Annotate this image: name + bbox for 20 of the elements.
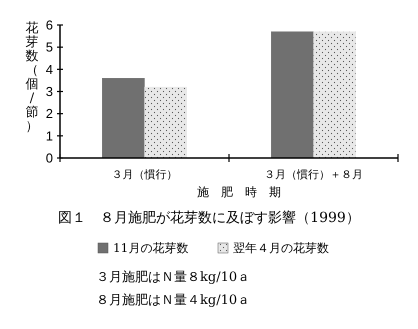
y-tick-label: 3	[46, 84, 53, 100]
legend-label: 翌年４月の花芽数	[233, 241, 329, 255]
y-tick-label: 0	[46, 150, 53, 166]
x-axis-title: 施 肥 時 期	[197, 185, 281, 199]
bar	[102, 78, 145, 158]
y-tick-label: 1	[46, 128, 53, 144]
x-tick-label: ３月（慣行）	[112, 168, 178, 181]
text: ３月施肥はＮ量８kg/10ａ	[96, 270, 250, 285]
y-tick-label: 5	[46, 40, 53, 55]
legend-label: 11月の花芽数	[113, 241, 188, 255]
y-tick-label: 6	[46, 18, 53, 33]
bar	[271, 31, 314, 158]
bar	[144, 86, 187, 158]
y-tick-label: 2	[46, 106, 53, 122]
text: ８月施肥はＮ量４kg/10ａ	[96, 293, 250, 308]
x-tick-label: ３月（慣行）＋８月	[264, 168, 363, 181]
y-axis-title: 花芽数（個/節）	[26, 21, 38, 134]
y-tick-label: 4	[46, 62, 53, 77]
text: 図１ ８月施肥が花芽数に及ぼす影響（1999）	[58, 210, 360, 226]
bar	[313, 31, 356, 158]
